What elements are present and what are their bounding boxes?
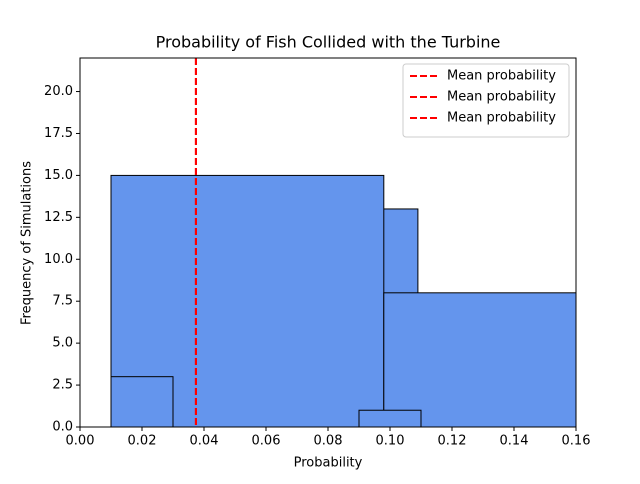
legend-label: Mean probability — [447, 111, 556, 126]
y-tick-label: 15.0 — [44, 168, 73, 183]
x-tick-label: 0.06 — [252, 434, 281, 449]
y-tick-label: 20.0 — [44, 84, 73, 99]
x-tick-label: 0.14 — [500, 434, 529, 449]
legend-label: Mean probability — [447, 90, 556, 105]
x-tick-label: 0.00 — [66, 434, 95, 449]
histogram-bar — [110, 376, 174, 427]
legend-box — [402, 63, 570, 138]
x-tick-label: 0.08 — [314, 434, 343, 449]
chart-title: Probability of Fish Collided with the Tu… — [156, 33, 501, 52]
y-tick-label: 2.5 — [52, 378, 73, 393]
y-axis-label: Frequency of Simulations — [20, 161, 35, 325]
x-tick-label: 0.12 — [438, 434, 467, 449]
y-tick-label: 17.5 — [44, 126, 73, 141]
x-tick-label: 0.04 — [190, 434, 219, 449]
x-tick-label: 0.16 — [562, 434, 591, 449]
histogram-bar — [358, 409, 422, 427]
y-tick-label: 0.0 — [52, 420, 73, 435]
plot-area — [110, 58, 576, 427]
y-tick-label: 12.5 — [44, 210, 73, 225]
legend-label: Mean probability — [447, 69, 556, 84]
x-axis-label: Probability — [294, 456, 363, 471]
histogram-bar — [383, 292, 576, 427]
y-tick-label: 10.0 — [44, 252, 73, 267]
y-tick-label: 5.0 — [52, 336, 73, 351]
y-tick-label: 7.5 — [52, 294, 73, 309]
x-tick-label: 0.02 — [128, 434, 157, 449]
x-tick-label: 0.10 — [376, 434, 405, 449]
